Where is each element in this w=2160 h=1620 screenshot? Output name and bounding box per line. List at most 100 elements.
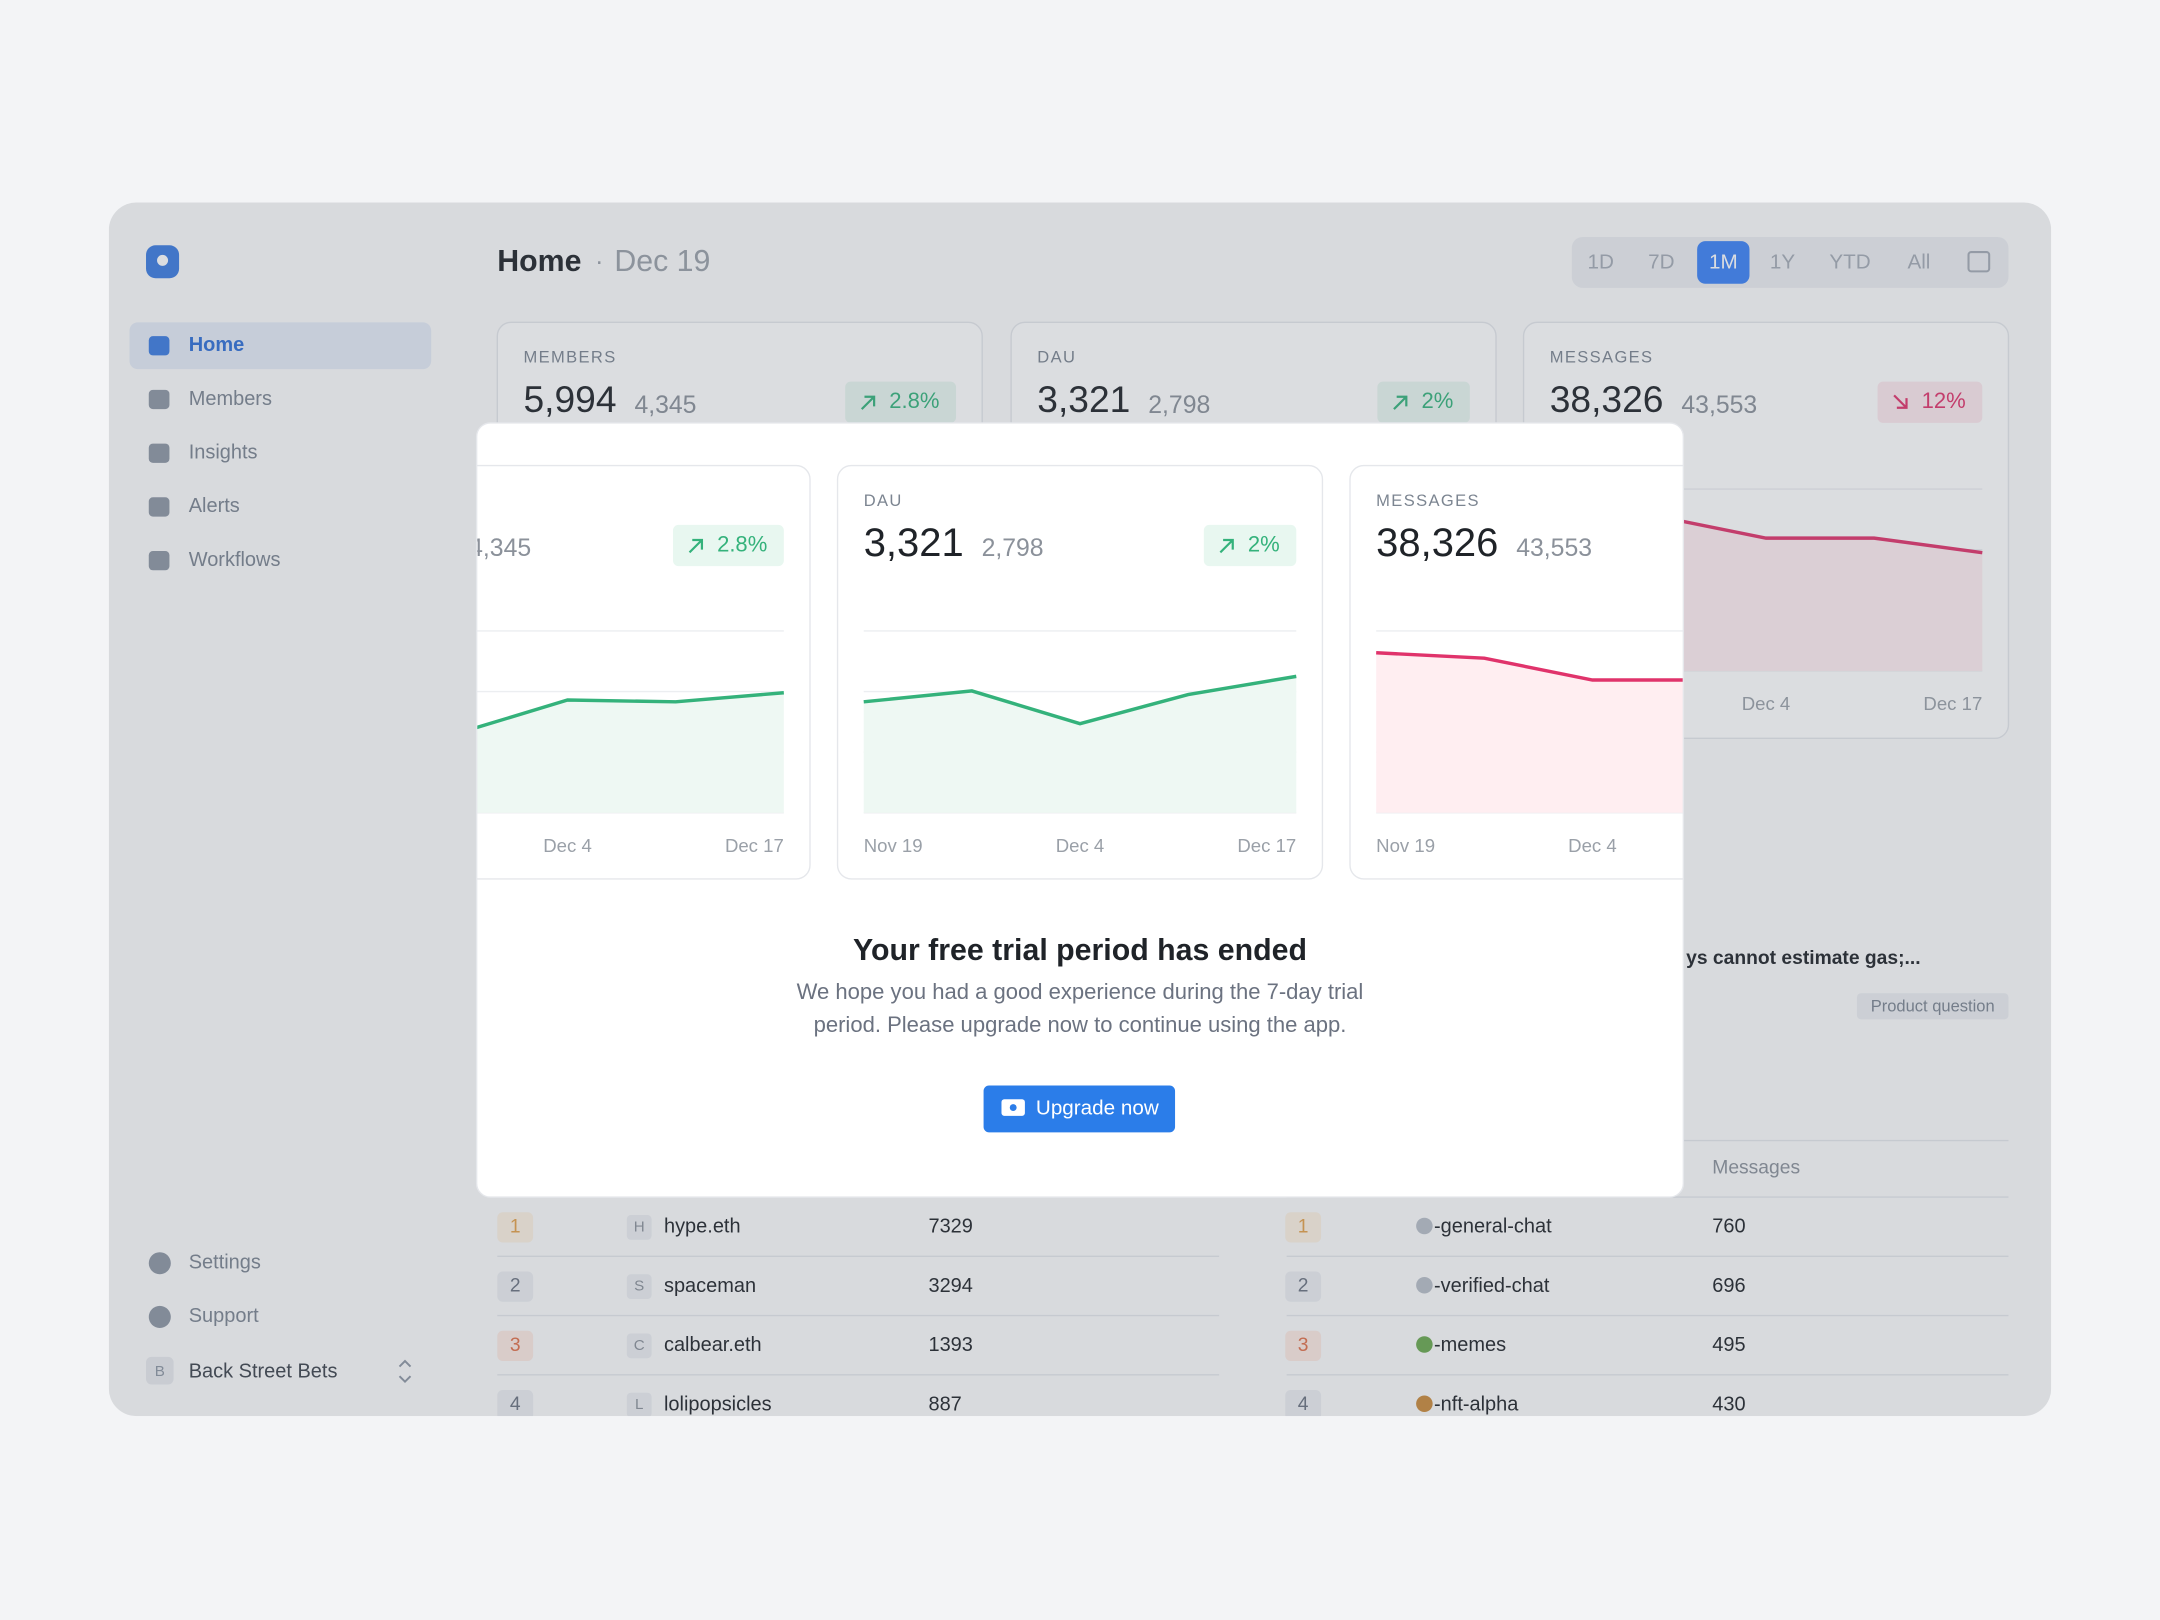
change-arrow xyxy=(688,538,704,554)
rank: 3 xyxy=(510,1335,521,1356)
stat-change: 2% xyxy=(1248,531,1280,556)
x-label: Dec 4 xyxy=(1056,835,1105,856)
x-label: Dec 17 xyxy=(725,835,784,856)
change-arrow xyxy=(1893,394,1908,409)
nav-icon xyxy=(148,443,170,463)
stat-label: MESSAGES xyxy=(1550,348,1654,367)
member-value: 7329 xyxy=(928,1216,972,1238)
range-button: YTD xyxy=(1829,251,1870,274)
page-title: Home xyxy=(497,245,581,278)
stat-change: 12% xyxy=(1922,388,1966,413)
trend-area xyxy=(1376,652,1684,813)
x-label: Nov 19 xyxy=(864,835,923,856)
rank-box xyxy=(1285,1389,1322,1417)
rank-box xyxy=(497,1389,534,1417)
channel-name: -memes xyxy=(1434,1334,1506,1356)
stat-change: 2.8% xyxy=(889,388,939,413)
stat-label: MESSAGES xyxy=(1376,491,1480,510)
upgrade-button[interactable] xyxy=(983,1085,1176,1133)
range-button: 1D xyxy=(1588,251,1614,274)
nav-item: Home xyxy=(189,334,244,356)
nav-item: Workflows xyxy=(189,549,281,571)
channel-icon xyxy=(1416,1336,1433,1353)
change-arrow xyxy=(1393,395,1408,410)
stat-previous: 43,553 xyxy=(1516,535,1592,562)
modal-body: We hope you had a good experience during… xyxy=(797,979,1364,1004)
message-preview: ys cannot estimate gas;... xyxy=(1686,948,1920,969)
tag: Product question xyxy=(1871,996,1995,1015)
rank: 2 xyxy=(1298,1276,1309,1297)
rank: 1 xyxy=(510,1216,521,1237)
avatar xyxy=(626,1274,652,1300)
x-label: Dec 4 xyxy=(543,835,592,856)
stat-label: MEMBERS xyxy=(523,348,616,367)
channel-name: -verified-chat xyxy=(1434,1275,1550,1297)
nav-active-bg xyxy=(129,322,432,370)
footer-item: Support xyxy=(189,1305,259,1327)
rank-box xyxy=(497,1212,534,1243)
rank-box xyxy=(1285,1212,1322,1243)
footer-icon xyxy=(148,1305,171,1328)
channel-name: -nft-alpha xyxy=(1434,1393,1519,1415)
stat-value: 38,326 xyxy=(1550,378,1664,420)
avatar-initial: L xyxy=(635,1396,643,1413)
upgrade-button-label[interactable]: Upgrade now xyxy=(1036,1096,1159,1119)
stat-previous: 4,345 xyxy=(634,392,696,419)
avatar xyxy=(626,1333,652,1359)
rank: 2 xyxy=(510,1276,521,1297)
x-label: Dec 17 xyxy=(1923,693,1982,714)
x-label: Dec 4 xyxy=(1568,835,1617,856)
stat-previous: 4,345 xyxy=(469,535,531,562)
member-value: 1393 xyxy=(928,1334,972,1356)
range-button: 7D xyxy=(1648,251,1674,274)
title-separator: · xyxy=(595,249,603,276)
range-button: 1Y xyxy=(1770,251,1795,274)
rank-box xyxy=(497,1271,534,1302)
rank: 4 xyxy=(1298,1394,1309,1415)
member-name: hype.eth xyxy=(664,1216,741,1238)
range-control xyxy=(1571,236,2009,288)
stat-value: 5,994 xyxy=(523,378,616,420)
footer-item: Settings xyxy=(189,1251,261,1273)
logo-dot xyxy=(157,254,169,266)
trend-line xyxy=(476,691,784,760)
avatar xyxy=(626,1392,652,1417)
x-label: Dec 4 xyxy=(1742,693,1791,714)
channel-name: -general-chat xyxy=(1434,1216,1552,1238)
trend-line xyxy=(863,674,1297,726)
workspace-initial: B xyxy=(155,1363,165,1380)
avatar xyxy=(626,1215,652,1240)
member-name: spaceman xyxy=(664,1275,756,1297)
channel-icon xyxy=(1416,1395,1433,1412)
rank: 3 xyxy=(1298,1335,1309,1356)
range-button: 1M xyxy=(1709,251,1738,274)
member-name: lolipopsicles xyxy=(664,1393,772,1415)
trend-area xyxy=(863,676,1297,813)
stat-value: 3,321 xyxy=(864,521,964,565)
modal-border xyxy=(475,422,1685,1198)
stat-previous: 2,798 xyxy=(982,535,1044,562)
avatar-initial: C xyxy=(634,1337,645,1354)
stat-previous: 2,798 xyxy=(1148,392,1210,419)
modal-body: period. Please upgrade now to continue u… xyxy=(814,1012,1347,1037)
rank: 1 xyxy=(1298,1216,1309,1237)
change-badge xyxy=(845,381,957,423)
channel-icon xyxy=(1416,1276,1433,1294)
member-value: 3294 xyxy=(928,1275,972,1297)
avatar-initial: H xyxy=(634,1218,645,1235)
rank-box xyxy=(1285,1330,1322,1362)
workspace-box xyxy=(146,1356,174,1385)
range-button: All xyxy=(1907,251,1930,274)
stat-label: DAU xyxy=(864,491,903,510)
change-arrow xyxy=(1219,538,1234,554)
change-arrow xyxy=(860,395,876,410)
change-badge xyxy=(1203,524,1297,567)
footer-icon xyxy=(148,1252,171,1275)
rank-box xyxy=(497,1330,534,1362)
change-badge xyxy=(1877,381,1983,423)
nav-icon xyxy=(148,336,170,356)
tag-bg xyxy=(1856,993,2009,1020)
channel-value: 430 xyxy=(1712,1393,1745,1415)
